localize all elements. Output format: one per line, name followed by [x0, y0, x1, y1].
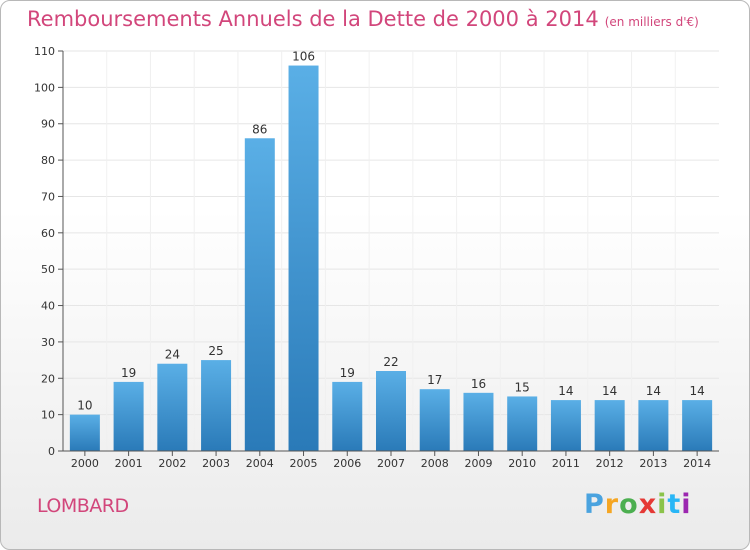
x-tick-label: 2000: [71, 457, 99, 470]
x-tick-label: 2011: [552, 457, 580, 470]
bar-value-label: 15: [515, 380, 530, 394]
y-tick-label: 10: [41, 409, 55, 422]
logo-letter: x: [638, 489, 658, 520]
bar-value-label: 10: [77, 399, 92, 413]
bar-value-label: 17: [427, 373, 442, 387]
y-tick-label: 20: [41, 372, 55, 385]
bar-value-label: 106: [292, 50, 315, 64]
x-tick-label: 2010: [508, 457, 536, 470]
y-tick-label: 30: [41, 336, 55, 349]
bar-value-label: 22: [383, 355, 398, 369]
x-tick-label: 2004: [246, 457, 274, 470]
y-tick-label: 80: [41, 154, 55, 167]
bar: [113, 381, 144, 451]
bar: [288, 65, 319, 451]
bar: [463, 392, 494, 451]
bar: [594, 400, 625, 451]
x-tick-label: 2014: [683, 457, 711, 470]
logo-letter: i: [657, 489, 668, 520]
y-tick-label: 60: [41, 227, 55, 240]
bar-value-label: 24: [165, 348, 180, 362]
value-labels: 10 19 24 25 86 106 19 22 17 16 15 14 14 14 14: [77, 50, 705, 413]
bar: [69, 414, 100, 451]
bar-value-label: 14: [689, 384, 704, 398]
logo-letter: o: [619, 489, 639, 520]
y-tick-label: 40: [41, 300, 55, 313]
y-tick-label: 100: [34, 81, 55, 94]
bar: [157, 363, 188, 451]
logo-letter: r: [604, 489, 620, 520]
bar: [332, 381, 363, 451]
y-tick-label: 0: [48, 445, 55, 458]
bar: [376, 371, 406, 451]
x-tick-label: 2013: [639, 457, 667, 470]
logo-letter: P: [584, 489, 605, 520]
unit-note: (en milliers d'€): [604, 15, 699, 29]
x-tick-label: 2012: [596, 457, 624, 470]
bar: [201, 360, 232, 451]
y-tick-label: 110: [34, 45, 55, 58]
bar-value-label: 19: [121, 366, 136, 380]
x-tick-label: 2007: [377, 457, 405, 470]
bar-value-label: 16: [471, 377, 486, 391]
bar: [244, 138, 275, 452]
x-tick-label: 2002: [158, 457, 186, 470]
x-tick-label: 2009: [464, 457, 492, 470]
bar: [550, 400, 581, 451]
x-tick-label: 2006: [333, 457, 361, 470]
bar: [419, 389, 450, 451]
y-tick-label: 90: [41, 118, 55, 131]
bars: [69, 65, 713, 452]
bar-value-label: 19: [340, 366, 355, 380]
bar: [507, 396, 538, 451]
x-tick-label: 2001: [115, 457, 143, 470]
x-tick-label: 2005: [290, 457, 318, 470]
y-tick-label: 50: [41, 263, 55, 276]
axes: 0 10 20 30 40 50 60 70 80 90 100 110 2000 2001 2002 200…: [34, 45, 719, 470]
bar-value-label: 86: [252, 122, 267, 136]
logo-letter: i: [681, 489, 692, 520]
title-text: Remboursements Annuels de la Dette de 20…: [27, 7, 599, 31]
bar-value-label: 14: [602, 384, 617, 398]
x-tick-label: 2008: [421, 457, 449, 470]
proxiti-logo: Proxiti: [584, 489, 692, 520]
bar: [638, 400, 669, 451]
bar: [682, 400, 713, 451]
chart-title: Remboursements Annuels de la Dette de 20…: [27, 7, 699, 31]
bar-value-label: 14: [558, 384, 573, 398]
bar-value-label: 25: [208, 344, 223, 358]
bar-value-label: 14: [646, 384, 661, 398]
x-tick-label: 2003: [202, 457, 230, 470]
commune-name: LOMBARD: [37, 495, 129, 517]
logo-letter: t: [667, 489, 682, 520]
y-tick-label: 70: [41, 190, 55, 203]
